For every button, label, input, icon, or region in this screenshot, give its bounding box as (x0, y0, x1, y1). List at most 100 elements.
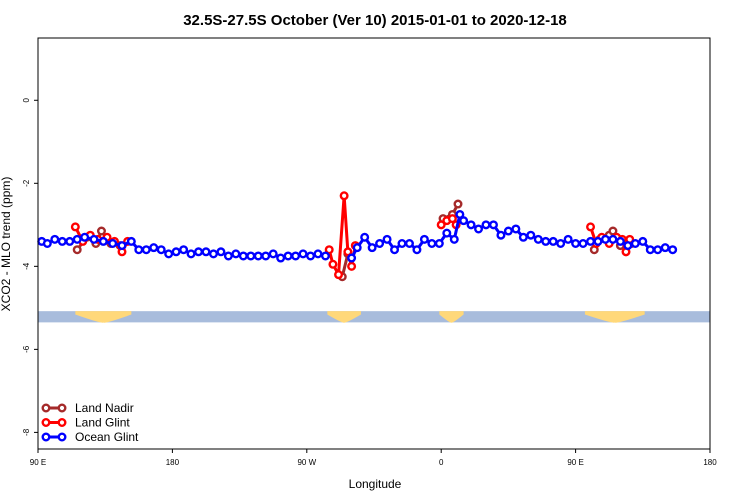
data-point (571, 238, 581, 248)
data-point (586, 222, 596, 232)
data-point (578, 238, 588, 248)
data-point (149, 243, 159, 253)
data-point (164, 249, 174, 259)
data-point (375, 238, 385, 248)
data-point (141, 245, 151, 255)
data-point (518, 232, 528, 242)
chart-title: 32.5S-27.5S October (Ver 10) 2015-01-01 … (183, 12, 567, 29)
data-point (50, 234, 60, 244)
data-point (503, 226, 513, 236)
data-point (427, 238, 437, 248)
y-axis-label: XCO2 - MLO trend (ppm) (0, 177, 13, 312)
data-point (436, 220, 446, 230)
data-point (608, 234, 618, 244)
data-point (72, 234, 82, 244)
data-point (231, 249, 241, 259)
data-point (246, 251, 256, 261)
x-axis-label: Longitude (349, 477, 402, 491)
data-point (306, 251, 316, 261)
y-tick-label: -2 (22, 179, 31, 187)
legend-marker (57, 403, 67, 413)
data-point (615, 236, 625, 246)
x-tick-label: 90 E (567, 458, 583, 467)
y-tick-label: -8 (22, 428, 31, 436)
data-point (660, 243, 670, 253)
data-point (324, 245, 334, 255)
data-point (208, 249, 218, 259)
data-point (548, 236, 558, 246)
data-point (668, 245, 678, 255)
legend-label: Land Glint (75, 416, 130, 430)
data-point (276, 253, 286, 263)
data-point (223, 251, 233, 261)
data-point (404, 238, 414, 248)
data-point (334, 270, 344, 280)
data-point (630, 238, 640, 248)
data-point (442, 228, 452, 238)
data-point (339, 191, 349, 201)
data-point (474, 224, 484, 234)
legend-marker (41, 432, 51, 442)
series-land-glint (70, 191, 635, 280)
land-segment (584, 311, 645, 323)
data-point (98, 236, 108, 246)
x-tick-label: 90 E (30, 458, 46, 467)
y-axis: 0 -2 -4 -6 -8 (22, 97, 38, 436)
data-point (80, 232, 90, 242)
data-point (57, 236, 67, 246)
legend-label: Ocean Glint (75, 430, 139, 444)
data-point (419, 234, 429, 244)
data-point (42, 238, 52, 248)
data-point (466, 220, 476, 230)
data-point (320, 251, 330, 261)
surface-band (38, 311, 710, 323)
data-point (171, 247, 181, 257)
legend-label: Land Nadir (75, 401, 134, 415)
data-point (238, 251, 248, 261)
data-point (313, 249, 323, 259)
data-point (253, 251, 263, 261)
data-point (134, 245, 144, 255)
data-point (89, 234, 99, 244)
data-point (447, 214, 457, 224)
data-point (216, 247, 226, 257)
data-point (126, 236, 136, 246)
data-point (556, 238, 566, 248)
data-point (481, 220, 491, 230)
data-point (298, 249, 308, 259)
data-point (347, 253, 357, 263)
x-tick-label: 180 (703, 458, 717, 467)
data-point (352, 243, 362, 253)
series-layer (37, 191, 678, 282)
data-point (608, 226, 618, 236)
x-tick-label: 90 W (297, 458, 316, 467)
data-point (261, 251, 271, 261)
legend-marker (57, 432, 67, 442)
data-point (367, 243, 377, 253)
legend-marker (41, 418, 51, 428)
legend-marker (57, 418, 67, 428)
data-point (638, 236, 648, 246)
data-point (186, 249, 196, 259)
legend-marker (41, 403, 51, 413)
land-segment (327, 311, 361, 323)
y-tick-label: -4 (22, 262, 31, 270)
data-point (390, 245, 400, 255)
data-point (541, 236, 551, 246)
land-segment (75, 311, 132, 323)
data-point (347, 261, 357, 271)
x-tick-label: 0 (439, 458, 444, 467)
y-tick-label: 0 (22, 97, 31, 102)
series-ocean-glint (37, 209, 678, 263)
x-tick-label: 180 (166, 458, 180, 467)
data-point (108, 238, 118, 248)
data-point (343, 247, 353, 257)
data-point (72, 245, 82, 255)
data-point (563, 234, 573, 244)
land-segment (439, 311, 464, 323)
data-point (533, 234, 543, 244)
data-point (526, 230, 536, 240)
data-point (65, 236, 75, 246)
